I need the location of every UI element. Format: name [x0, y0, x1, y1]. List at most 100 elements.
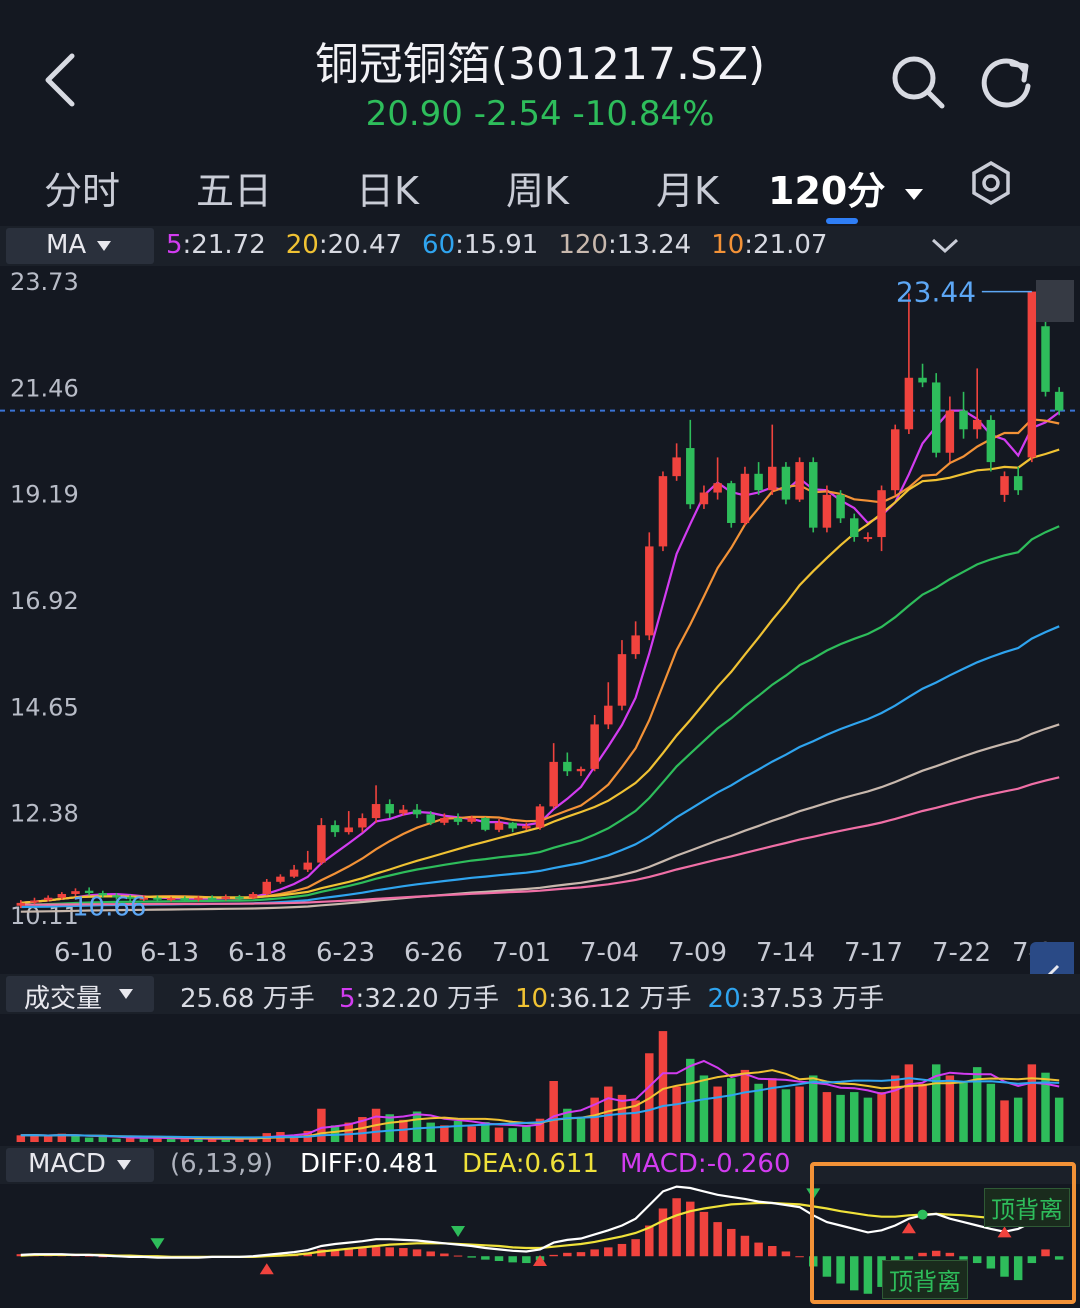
candle-body — [207, 897, 217, 900]
candle-body — [904, 377, 914, 430]
tab-weekly-k[interactable]: 周K — [506, 169, 569, 213]
macd-histogram-bar — [371, 1246, 381, 1257]
volume-bar — [358, 1117, 367, 1142]
macd-histogram-bar — [1027, 1256, 1037, 1264]
chevron-left-icon — [45, 53, 75, 107]
candle-body — [754, 473, 763, 491]
candle-body — [931, 382, 941, 453]
tab-monthly-k[interactable]: 月K — [656, 169, 719, 213]
candle — [904, 293, 914, 434]
volume-bar — [904, 1064, 914, 1142]
candle — [508, 821, 517, 833]
macd-histogram-bar — [768, 1246, 777, 1257]
candle — [945, 396, 955, 463]
candle-body — [276, 876, 285, 882]
ma-green-line — [20, 525, 1060, 906]
back-button[interactable] — [40, 50, 90, 110]
candle-body — [494, 822, 504, 830]
volume-bar — [563, 1108, 572, 1142]
macd-selector-label: MACD — [28, 1149, 106, 1179]
volume-bar — [344, 1122, 353, 1142]
ma-expand-button[interactable] — [930, 236, 960, 260]
volume-bar — [576, 1117, 586, 1142]
macd-histogram-bar — [713, 1222, 722, 1257]
candle-body — [549, 761, 558, 807]
macd-histogram-bar — [822, 1256, 832, 1277]
candle-body — [576, 768, 586, 772]
volume-ma-key: 10 — [514, 984, 549, 1014]
volume-bar — [836, 1094, 845, 1142]
caret-down-icon — [904, 188, 923, 200]
volume-bar — [768, 1078, 777, 1142]
macd-histogram-bar — [317, 1249, 326, 1257]
volume-bar — [535, 1118, 545, 1142]
macd-histogram-bar — [645, 1225, 654, 1257]
caret-down-icon — [97, 241, 111, 251]
candle — [303, 850, 312, 872]
candle — [836, 490, 845, 523]
macd-histogram-bar — [617, 1243, 627, 1257]
caret-down-icon — [119, 989, 133, 999]
date-label: 7-14 — [756, 938, 816, 968]
ma-item-key: 120 — [558, 230, 608, 260]
search-button[interactable] — [888, 52, 948, 112]
settings-button[interactable] — [968, 160, 1014, 210]
volume-ma20-line — [20, 1077, 1060, 1139]
candle-body — [30, 900, 39, 903]
candle-body — [385, 804, 394, 814]
macd-histogram-bar — [959, 1256, 968, 1260]
candle-body — [672, 457, 681, 477]
volume-bar — [931, 1064, 941, 1142]
candle-body — [180, 898, 190, 901]
candle-body — [57, 893, 67, 898]
ma-selector[interactable]: MA — [6, 228, 154, 264]
refresh-icon — [981, 58, 1031, 108]
caret-down-icon — [117, 1160, 131, 1170]
candle-body — [98, 893, 108, 896]
candle — [727, 480, 736, 528]
date-label: 7-17 — [844, 938, 904, 968]
tab-intraday[interactable]: 分时 — [44, 169, 121, 213]
refresh-button[interactable] — [978, 52, 1038, 112]
tab-daily-k[interactable]: 日K — [356, 169, 419, 213]
volume-selector[interactable]: 成交量 — [6, 976, 154, 1014]
tab-120min[interactable]: 120分 — [768, 160, 925, 215]
candle-body — [112, 895, 121, 898]
candle-body — [768, 466, 777, 491]
volume-bar — [863, 1097, 873, 1142]
macd-selector[interactable]: MACD — [6, 1148, 154, 1182]
candle — [822, 485, 832, 533]
candle — [590, 715, 599, 772]
tab-five-day[interactable]: 五日 — [196, 169, 273, 213]
price-axis-label: 19.19 — [10, 481, 79, 509]
candle — [194, 895, 203, 902]
macd-histogram-bar — [426, 1251, 435, 1257]
date-label: 6-26 — [404, 938, 464, 968]
candle-body — [221, 896, 231, 899]
macd-histogram-bar — [508, 1256, 517, 1263]
macd-histogram-bar — [385, 1247, 394, 1257]
candle-body — [563, 761, 572, 772]
candle — [276, 874, 285, 884]
volume-bar — [822, 1092, 832, 1142]
macd-histogram-bar — [727, 1228, 736, 1257]
candle-body — [699, 492, 709, 505]
volume-bar — [440, 1125, 449, 1142]
candle — [125, 894, 135, 902]
candle-body — [330, 825, 340, 833]
macd-histogram-bar — [358, 1248, 367, 1257]
volume-bar — [658, 1031, 668, 1142]
volume-bar — [235, 1138, 244, 1142]
macd-histogram-bar — [781, 1251, 791, 1257]
candle-body — [289, 869, 299, 877]
macd-histogram-bar — [522, 1256, 531, 1264]
macd-histogram-bar — [563, 1252, 572, 1257]
candle — [57, 892, 67, 900]
tab-120min-label: 120分 — [768, 169, 886, 213]
candlestick-chart[interactable]: 23.7321.4619.1916.9214.6512.3810.1123.44… — [0, 268, 1080, 928]
macd-histogram-bar — [1000, 1256, 1009, 1277]
candle — [262, 878, 271, 896]
volume-bar — [713, 1086, 722, 1142]
ma-item-key: 20 — [285, 230, 319, 260]
page-title: 铜冠铜箔(301217.SZ) — [314, 39, 766, 90]
